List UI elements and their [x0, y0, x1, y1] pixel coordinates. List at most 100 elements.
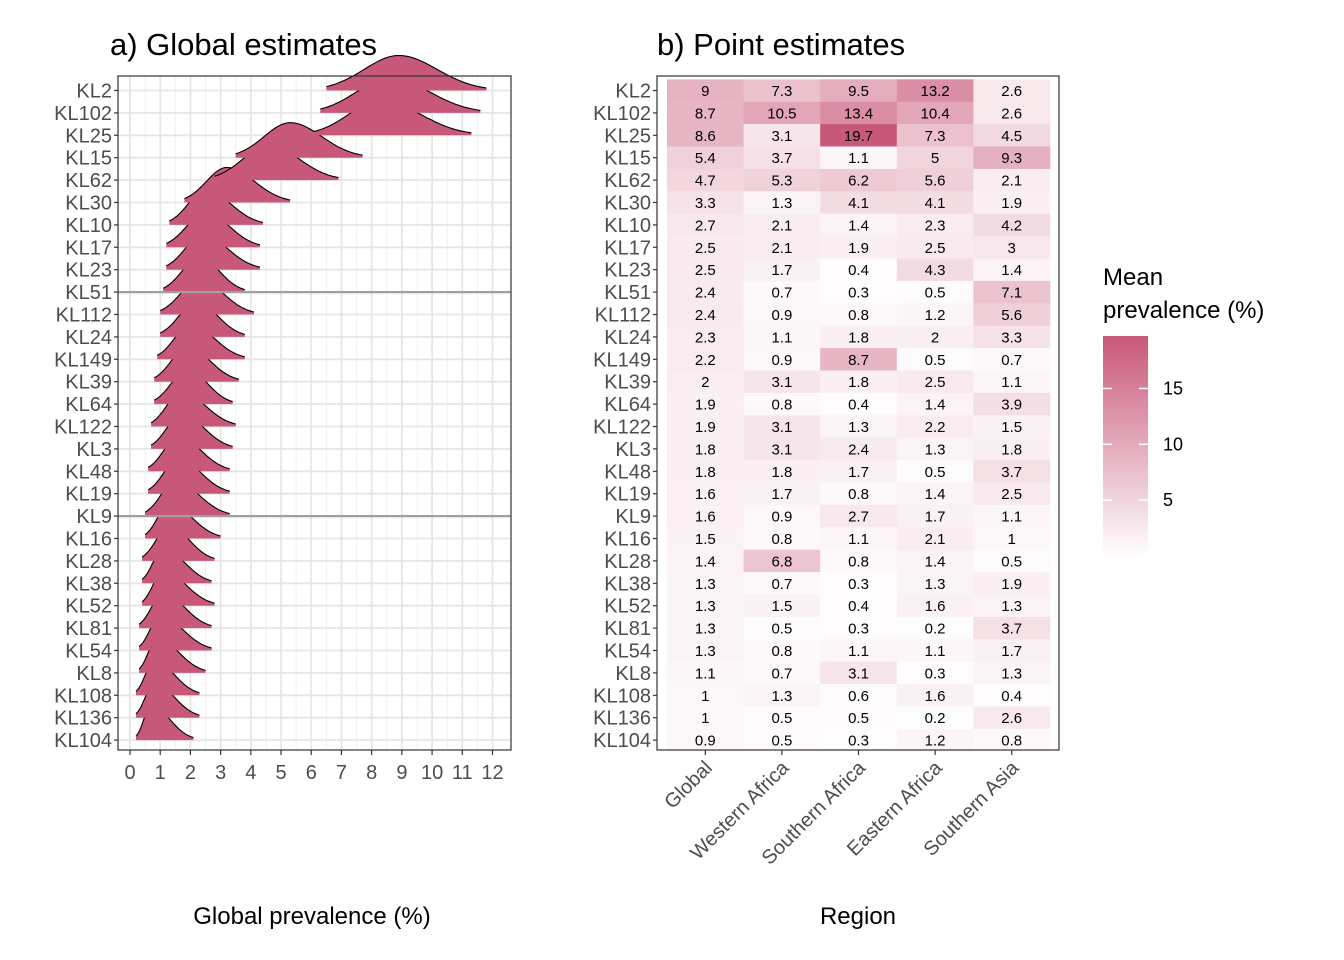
ridge-outline [235, 122, 363, 156]
heatmap-cell [973, 392, 1051, 416]
y-tick-label: KL9 [615, 506, 651, 528]
panel-b-heatmap: b) Point estimates 9 7.3 9.5 13.2 2.68.7 10.5… [593, 27, 1060, 930]
cell-value-label: 1.9 [695, 419, 716, 436]
y-tick-label: KL19 [604, 484, 651, 506]
y-tick-label: KL3 [615, 439, 651, 461]
y-tick-label: KL54 [604, 641, 651, 663]
cell-value-label: 1 [701, 710, 709, 727]
x-tick-label: 2 [185, 762, 196, 784]
cell-value-label: 1.3 [925, 441, 946, 458]
y-tick-label: KL81 [604, 618, 651, 640]
y-tick-label: KL2 [615, 81, 651, 103]
cell-value-label: 2.4 [695, 307, 716, 324]
cell-value-label: 0.7 [771, 576, 792, 593]
cell-value-label: 1.9 [695, 397, 716, 414]
heatmap-cell [973, 124, 1051, 147]
cell-value-label: 1.9 [1001, 195, 1022, 212]
heatmap-cell [820, 482, 898, 506]
cell-value-label: 0.4 [1001, 688, 1022, 705]
cell-value-label: 2.1 [771, 217, 792, 234]
cell-value-label: 0.8 [848, 307, 869, 324]
cell-value-label: 1.4 [848, 217, 869, 234]
heatmap-cell [896, 146, 974, 170]
y-tick-label: KL104 [54, 730, 112, 752]
heatmap-cell [820, 706, 898, 730]
heatmap-cell [896, 616, 974, 640]
cell-value-label: 0.7 [771, 285, 792, 302]
y-tick-label: KL52 [65, 596, 112, 618]
heatmap-cell [896, 728, 974, 752]
cell-value-label: 3.7 [1001, 621, 1022, 638]
cell-value-label: 3.3 [695, 195, 716, 212]
cell-value-label: 0.5 [771, 710, 792, 727]
heatmap-cell [896, 684, 974, 707]
cell-value-label: 3.1 [848, 665, 869, 682]
heatmap-cell [820, 392, 898, 416]
x-tick-label: 0 [124, 762, 135, 784]
cell-value-label: 6.8 [771, 553, 792, 570]
heatmap-cell [896, 124, 974, 147]
heatmap-cell [973, 728, 1051, 752]
heatmap-cell [743, 728, 821, 752]
cell-value-label: 1.7 [771, 486, 792, 503]
heatmap-cell [973, 415, 1051, 438]
cell-value-label: 1.1 [848, 531, 869, 548]
heatmap-cell [896, 280, 974, 304]
cell-value-label: 9 [701, 83, 709, 100]
heatmap-cell [667, 527, 744, 550]
panel-a-separator-lines [118, 291, 511, 518]
cell-value-label: 0.4 [848, 598, 869, 615]
color-legend: Mean prevalence (%) 5 10 15 [1103, 264, 1264, 556]
cell-value-label: 1.1 [848, 643, 869, 660]
heatmap-cell [743, 236, 821, 259]
cell-value-label: 4.3 [925, 262, 946, 279]
heatmap-cell [973, 303, 1051, 326]
cell-value-label: 0.5 [925, 352, 946, 369]
y-tick-label: KL8 [615, 663, 651, 685]
y-tick-label: KL28 [65, 551, 112, 573]
cell-value-label: 1.1 [695, 665, 716, 682]
heatmap-cell [743, 124, 821, 147]
ridge-fill [154, 369, 233, 405]
cell-value-label: 3.7 [771, 150, 792, 167]
cell-value-label: 0.8 [848, 553, 869, 570]
panel-a-x-axis-label: Global prevalence (%) [193, 903, 430, 930]
y-tick-label: KL10 [604, 215, 651, 237]
cell-value-label: 1.6 [695, 486, 716, 503]
heatmap-cell [820, 325, 898, 349]
cell-value-label: 4.2 [1001, 217, 1022, 234]
y-tick-label: KL10 [65, 215, 112, 237]
cell-value-label: 1.7 [1001, 643, 1022, 660]
y-tick-label: KL102 [593, 103, 651, 125]
x-tick-label: 4 [245, 762, 256, 784]
cell-value-label: 2.3 [695, 329, 716, 346]
y-tick-label: KL23 [604, 260, 651, 282]
cell-value-label: 1.7 [848, 464, 869, 481]
cell-value-label: 1.9 [848, 240, 869, 257]
cell-value-label: 0.9 [771, 352, 792, 369]
cell-value-label: 1.3 [695, 621, 716, 638]
y-tick-label: KL15 [604, 148, 651, 170]
cell-value-label: 0.5 [925, 285, 946, 302]
heatmap-cell [973, 594, 1051, 618]
cell-value-label: 3.1 [771, 128, 792, 145]
panel-a-ridgeline: a) Global estimates KL2KL102KL25KL15KL62… [54, 27, 512, 930]
cell-value-label: 1.3 [695, 643, 716, 660]
panel-b-heatmap-cells: 9 7.3 9.5 13.2 2.68.7 10.5 13.4 10.4 2.68.6 3.1 19… [667, 79, 1051, 752]
cell-value-label: 3.7 [1001, 464, 1022, 481]
heatmap-cell [667, 79, 744, 102]
y-tick-label: KL8 [76, 663, 112, 685]
y-tick-label: KL149 [593, 349, 651, 371]
cell-value-label: 0.8 [771, 643, 792, 660]
heatmap-cell [973, 460, 1051, 483]
heatmap-cell [896, 415, 974, 438]
heatmap-cell [820, 639, 898, 662]
heatmap-cell [743, 370, 821, 394]
cell-value-label: 2.2 [695, 352, 716, 369]
heatmap-cell [667, 415, 744, 438]
cell-value-label: 1.4 [925, 553, 946, 570]
y-tick-label: KL108 [54, 685, 112, 707]
heatmap-cell [743, 325, 821, 349]
heatmap-cell [896, 370, 974, 394]
heatmap-cell [667, 325, 744, 349]
